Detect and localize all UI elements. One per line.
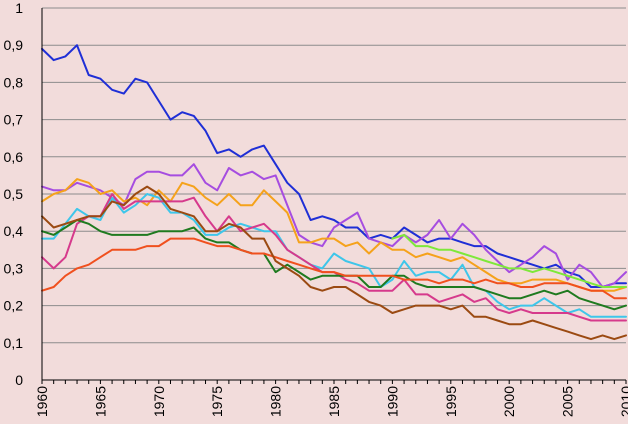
x-tick-label: 2005 — [560, 386, 576, 417]
y-tick-labels: 0 0,1 0,2 0,3 0,4 0,5 0,6 0,7 0,8 0,9 1 — [4, 0, 24, 388]
y-tick-label: 0,6 — [4, 149, 24, 165]
y-tick-label: 0,9 — [4, 37, 24, 53]
y-tick-label: 1 — [15, 0, 23, 16]
x-tick-label: 2000 — [501, 386, 517, 417]
gridlines — [42, 7, 626, 344]
x-tick-label: 1960 — [34, 386, 50, 417]
y-tick-label: 0,7 — [4, 112, 24, 128]
series-line-4 — [41, 193, 627, 318]
x-tick-label: 2010 — [618, 386, 628, 417]
series-line-6 — [391, 233, 627, 288]
y-tick-label: 0,1 — [4, 335, 24, 351]
y-tick-label: 0,3 — [4, 260, 24, 276]
y-tick-label: 0 — [15, 372, 23, 388]
x-tick-labels: 1960 1965 1970 1975 1980 1985 1990 1995 2000 2005… — [34, 386, 628, 417]
series-lines — [41, 44, 627, 341]
axes — [41, 8, 627, 384]
x-tick-label: 1980 — [268, 386, 284, 417]
x-tick-label: 1965 — [92, 386, 108, 417]
series-line-7 — [41, 219, 627, 311]
y-tick-label: 0,4 — [4, 223, 24, 239]
y-tick-label: 0,2 — [4, 298, 24, 314]
y-tick-label: 0,8 — [4, 74, 24, 90]
x-tick-label: 1990 — [384, 386, 400, 417]
series-line-9 — [41, 185, 627, 341]
x-tick-label: 1970 — [151, 386, 167, 417]
x-tick-label: 1995 — [443, 386, 459, 417]
series-line-2 — [41, 163, 627, 288]
x-tick-label: 1975 — [209, 386, 225, 417]
series-line-8 — [41, 237, 627, 300]
series-line-1 — [41, 44, 627, 288]
y-tick-label: 0,5 — [4, 186, 24, 202]
x-tick-label: 1985 — [326, 386, 342, 417]
